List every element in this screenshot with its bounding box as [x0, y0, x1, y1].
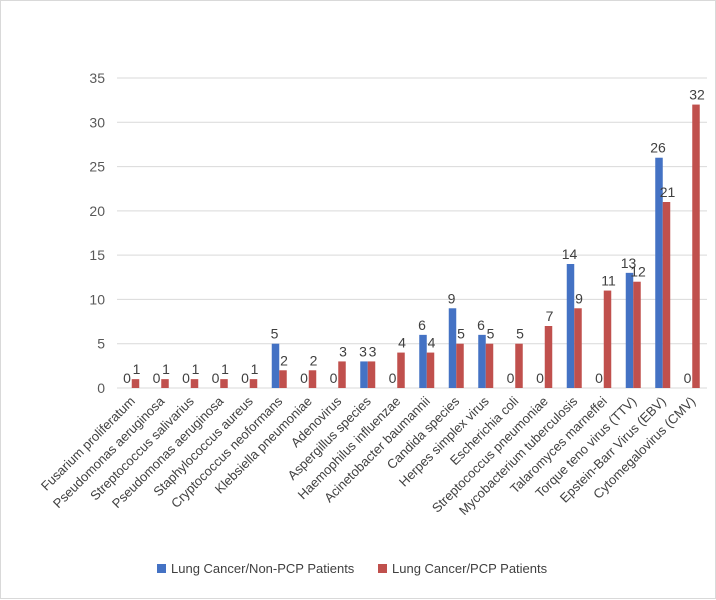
y-tick-label: 5 [97, 336, 105, 352]
bar-pcp [662, 202, 671, 388]
bar-pcp [161, 379, 169, 388]
legend-swatch-non-pcp [157, 564, 166, 573]
gridlines [117, 77, 707, 345]
y-tick-label: 25 [89, 159, 105, 175]
data-label-non-pcp: 0 [212, 370, 220, 386]
data-label-non-pcp: 0 [153, 370, 161, 386]
data-label-non-pcp: 5 [271, 326, 279, 342]
bars [131, 104, 700, 389]
bar-non-pcp [448, 308, 457, 388]
data-label-pcp: 7 [546, 308, 554, 324]
data-label-pcp: 1 [221, 361, 229, 377]
legend: Lung Cancer/Non-PCP Patients Lung Cancer/… [157, 561, 548, 576]
data-label-pcp: 1 [133, 361, 141, 377]
data-label-non-pcp: 0 [389, 370, 397, 386]
y-tick-label: 0 [97, 380, 105, 396]
data-label-non-pcp: 14 [562, 246, 578, 262]
data-label-pcp: 32 [689, 87, 705, 103]
data-label-pcp: 5 [516, 326, 524, 342]
data-label-non-pcp: 6 [477, 317, 485, 333]
data-label-non-pcp: 0 [123, 370, 131, 386]
legend-label-non-pcp: Lung Cancer/Non-PCP Patients [171, 561, 355, 576]
data-label-pcp: 1 [162, 361, 170, 377]
y-tick-label: 35 [89, 70, 105, 86]
legend-label-pcp: Lung Cancer/PCP Patients [392, 561, 548, 576]
data-label-non-pcp: 6 [418, 317, 426, 333]
bar-pcp [338, 361, 346, 388]
data-label-non-pcp: 0 [300, 370, 308, 386]
data-label-pcp: 12 [630, 264, 646, 280]
data-label-pcp: 5 [457, 326, 465, 342]
bar-pcp [190, 379, 199, 388]
bar-pcp [544, 326, 553, 388]
data-label-pcp: 2 [280, 352, 288, 368]
data-label-pcp: 1 [251, 361, 259, 377]
bar-non-pcp [566, 264, 575, 388]
data-label-non-pcp: 0 [241, 370, 249, 386]
bar-non-pcp [271, 343, 280, 388]
bar-pcp [485, 343, 494, 388]
bar-pcp [574, 308, 582, 388]
bar-pcp [426, 352, 435, 388]
data-label-pcp: 1 [192, 361, 200, 377]
data-label-non-pcp: 0 [595, 370, 603, 386]
bar-non-pcp [478, 334, 486, 388]
bar-non-pcp [419, 334, 427, 388]
bar-pcp [367, 361, 376, 388]
data-label-non-pcp: 0 [507, 370, 515, 386]
data-label-non-pcp: 9 [448, 290, 456, 306]
legend-swatch-pcp [378, 564, 387, 573]
bar-pcp [308, 370, 317, 388]
bar-pcp [603, 290, 612, 388]
data-label-non-pcp: 13 [621, 255, 637, 271]
data-label-pcp: 21 [660, 184, 676, 200]
data-label-pcp: 3 [339, 343, 347, 359]
data-label-pcp: 2 [310, 352, 318, 368]
y-tick-label: 20 [89, 203, 105, 219]
bar-pcp [692, 104, 700, 389]
bar-non-pcp [625, 272, 634, 388]
data-label-non-pcp: 26 [650, 140, 666, 156]
bar-pcp [515, 343, 523, 388]
data-label-non-pcp: 3 [359, 343, 367, 359]
bar-pcp [397, 352, 405, 388]
y-axis-ticks: 0 5 10 15 20 25 30 35 [89, 70, 105, 396]
data-label-pcp: 4 [398, 335, 406, 351]
bar-pcp [249, 379, 258, 388]
bar-pcp [633, 281, 641, 388]
bar-pcp [456, 343, 464, 388]
data-label-non-pcp: 0 [330, 370, 338, 386]
y-tick-label: 10 [89, 291, 105, 307]
data-label-non-pcp: 0 [182, 370, 190, 386]
data-label-non-pcp: 0 [684, 370, 692, 386]
data-label-pcp: 11 [601, 273, 616, 289]
data-label-pcp: 5 [487, 326, 495, 342]
data-label-non-pcp: 0 [536, 370, 544, 386]
y-tick-label: 30 [89, 114, 105, 130]
bar-pcp [279, 370, 287, 388]
y-tick-label: 15 [89, 247, 105, 263]
data-label-pcp: 4 [428, 335, 436, 351]
bar-non-pcp [655, 157, 663, 388]
bar-non-pcp [360, 361, 368, 388]
data-label-pcp: 3 [369, 343, 377, 359]
data-label-pcp: 9 [575, 290, 583, 306]
bar-pcp [131, 379, 140, 388]
bar-pcp [220, 379, 228, 388]
